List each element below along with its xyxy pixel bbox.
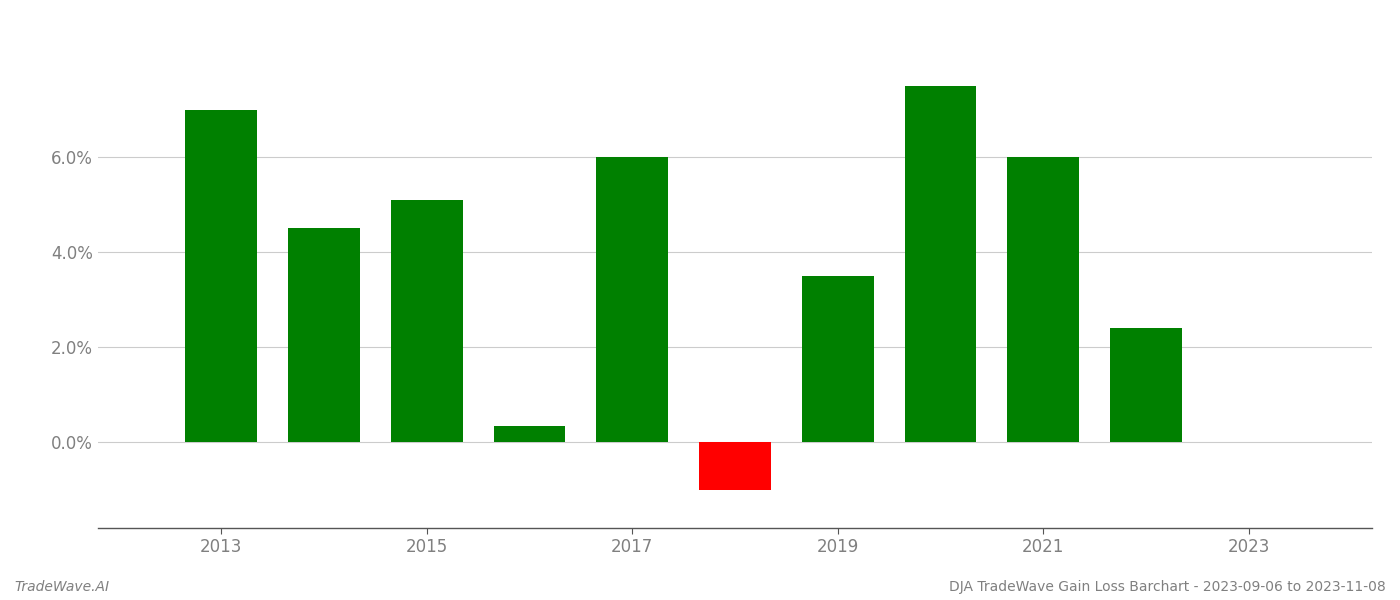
Bar [699, 442, 771, 490]
Bar [1110, 328, 1182, 442]
Bar [1007, 157, 1079, 442]
Bar [288, 229, 360, 442]
Text: TradeWave.AI: TradeWave.AI [14, 580, 109, 594]
Bar [391, 200, 463, 442]
Text: DJA TradeWave Gain Loss Barchart - 2023-09-06 to 2023-11-08: DJA TradeWave Gain Loss Barchart - 2023-… [949, 580, 1386, 594]
Bar [494, 426, 566, 442]
Bar [802, 276, 874, 442]
Bar [904, 86, 976, 442]
Bar [596, 157, 668, 442]
Bar [185, 110, 258, 442]
